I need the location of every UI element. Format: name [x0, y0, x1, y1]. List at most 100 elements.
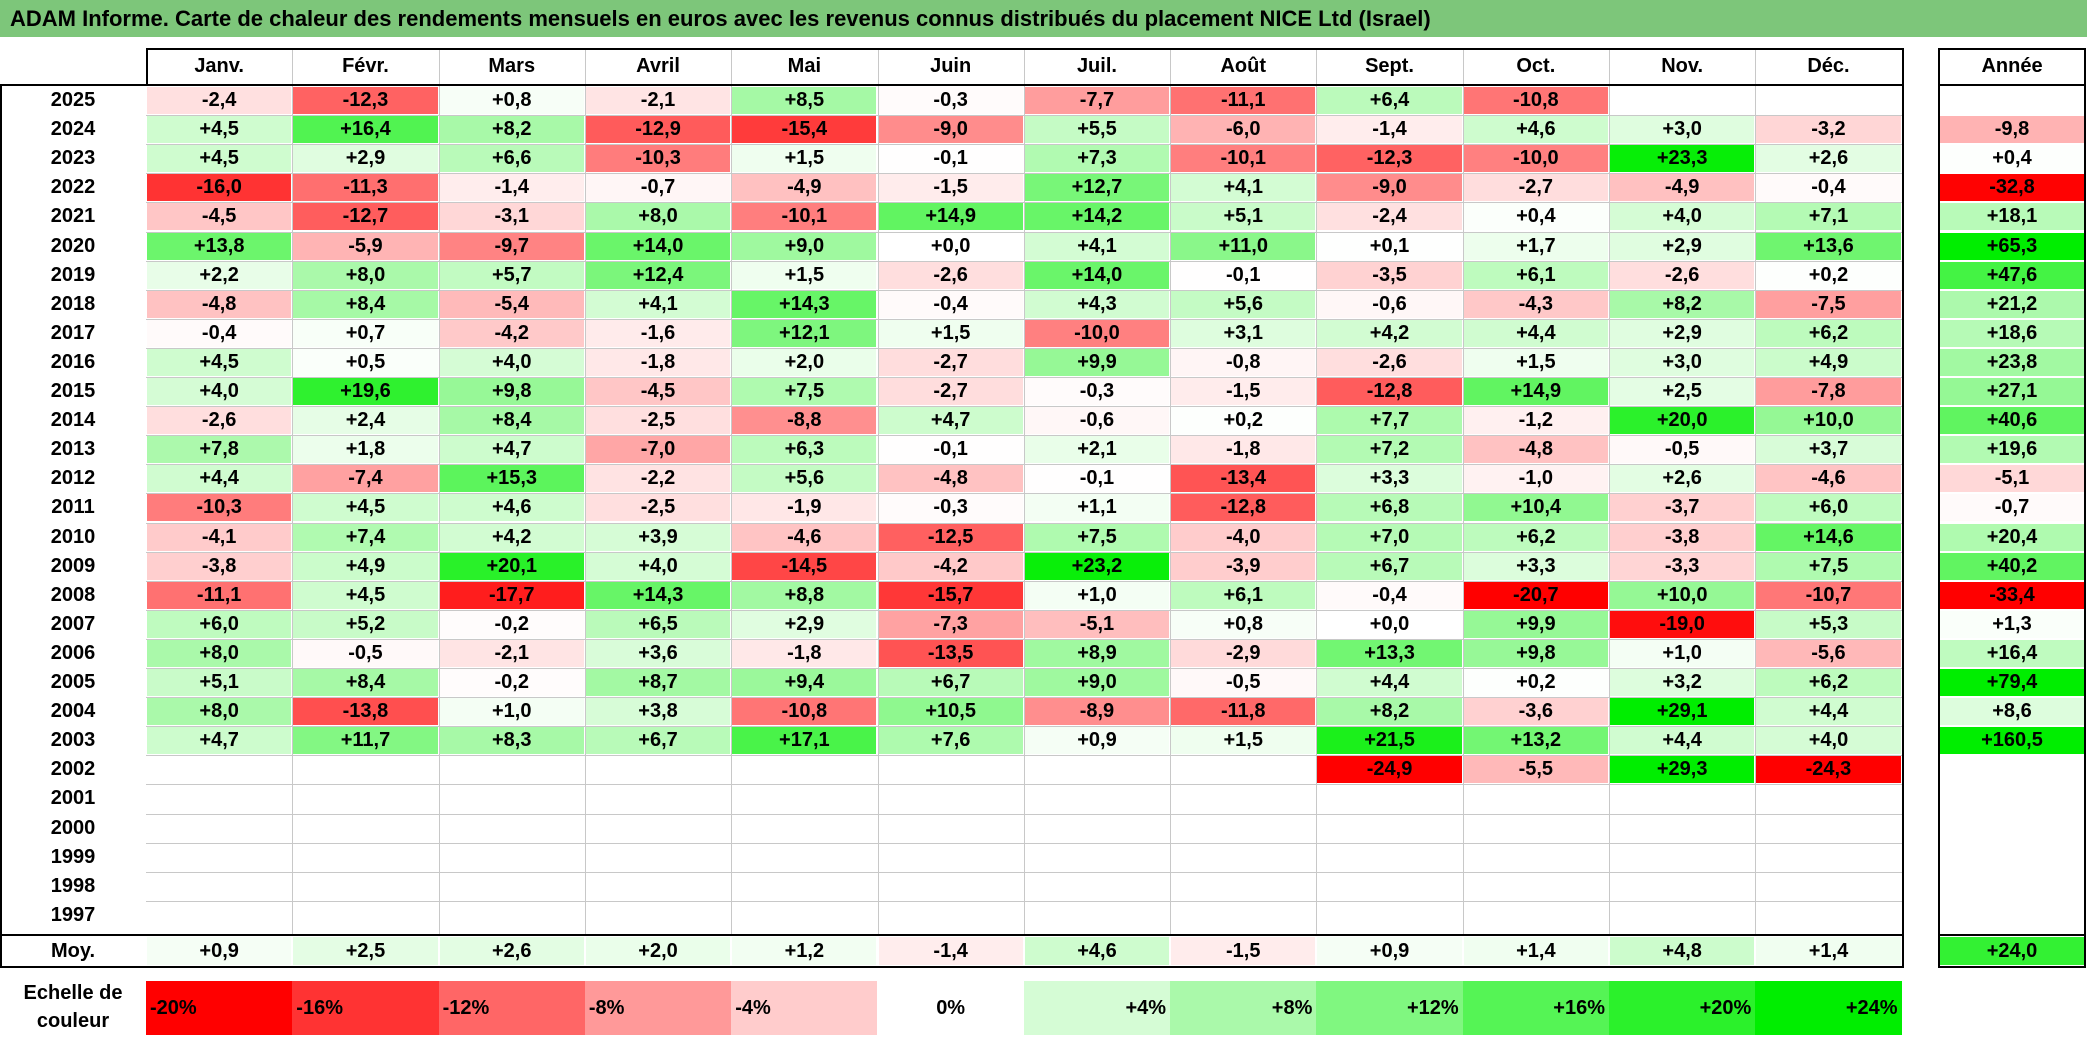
legend-swatch: -12%: [438, 981, 585, 1035]
heatmap-cell: +3,2: [1610, 669, 1755, 697]
heatmap-cell: -2,7: [878, 378, 1023, 406]
heatmap-cell: -7,4: [293, 465, 438, 493]
heatmap-cell: +7,1: [1756, 203, 1901, 231]
year-label: 2008: [50, 583, 96, 606]
annual-cell: -9,8: [1939, 116, 2085, 144]
heatmap-cell: +4,2: [1317, 319, 1462, 347]
heatmap-cell: -0,6: [1024, 407, 1170, 435]
annual-cell: +21,2: [1939, 290, 2085, 318]
heatmap-cell: -4,6: [732, 523, 877, 551]
heatmap-cell: +7,0: [1317, 523, 1462, 551]
average-cell: +1,2: [732, 937, 877, 965]
heatmap-cell: +4,0: [1756, 727, 1901, 755]
heatmap-cell: [293, 872, 438, 900]
heatmap-cell: -12,9: [585, 116, 731, 144]
heatmap-cell: +4,5: [147, 348, 292, 376]
heatmap-cell: +9,9: [1463, 610, 1608, 638]
heatmap-cell: +9,4: [732, 669, 877, 697]
heatmap-cell: -4,2: [439, 319, 584, 347]
year-label: 2006: [50, 641, 96, 664]
annual-cell: +8,6: [1939, 698, 2085, 726]
heatmap-cell: +6,4: [1317, 87, 1462, 115]
heatmap-cell: +4,0: [1610, 203, 1755, 231]
heatmap-cell: +2,9: [732, 610, 877, 638]
annual-cell: [1939, 872, 2085, 900]
heatmap-cell: +4,4: [147, 465, 292, 493]
heatmap-cell: [1610, 785, 1755, 813]
heatmap-cell: -2,4: [147, 87, 292, 115]
heatmap-cell: +2,9: [1610, 319, 1755, 347]
month-header: Mars: [488, 54, 536, 77]
heatmap-cell: -14,5: [732, 552, 877, 580]
heatmap-cell: +4,7: [878, 407, 1023, 435]
month-header: Juil.: [1076, 54, 1117, 77]
heatmap-cell: +21,5: [1317, 727, 1462, 755]
year-column-header: Année: [1981, 54, 2043, 77]
grid-vline: [584, 48, 586, 936]
average-cell: +2,5: [293, 937, 438, 965]
annual-cell: -32,8: [1939, 174, 2085, 202]
heatmap-cell: [293, 785, 438, 813]
heatmap-cell: [147, 843, 292, 871]
month-header: Nov.: [1661, 54, 1704, 77]
heatmap-cell: [1610, 872, 1755, 900]
heatmap-cell: [1171, 814, 1316, 842]
heatmap-cell: [439, 872, 584, 900]
heatmap-cell: -4,0: [1171, 523, 1316, 551]
month-header: Sept.: [1365, 54, 1414, 77]
grid-hline: [146, 609, 1902, 611]
grid-hline: [146, 726, 1902, 728]
grid-hline: [146, 522, 1902, 524]
heatmap-cell: [878, 785, 1023, 813]
heatmap-cell: [439, 785, 584, 813]
grid-hline: [146, 784, 1902, 786]
heatmap-cell: -15,4: [732, 116, 877, 144]
average-annual-cell: +24,0: [1939, 937, 2085, 965]
annual-cell: +16,4: [1939, 639, 2085, 667]
heatmap-cell: +20,0: [1610, 407, 1755, 435]
heatmap-cell: -10,0: [1024, 319, 1170, 347]
heatmap-cell: +3,7: [1756, 436, 1901, 464]
legend-title: Echelle de couleur: [0, 979, 146, 1035]
annual-cell: +18,1: [1939, 203, 2085, 231]
heatmap-cell: -0,3: [878, 87, 1023, 115]
heatmap-cell: -11,1: [1171, 87, 1316, 115]
heatmap-cell: -4,5: [585, 378, 731, 406]
heatmap-cell: -2,6: [1610, 261, 1755, 289]
heatmap-cell: +9,0: [732, 232, 877, 260]
heatmap-cell: -10,8: [1463, 87, 1608, 115]
heatmap-cell: [1610, 901, 1755, 929]
heatmap-cell: +1,0: [1610, 639, 1755, 667]
year-label: 2010: [50, 525, 96, 548]
heatmap-cell: [293, 756, 438, 784]
year-label: 2023: [50, 147, 96, 170]
average-cell: +4,8: [1610, 937, 1755, 965]
heatmap-cell: +6,0: [1756, 494, 1901, 522]
annual-cell: +0,4: [1939, 145, 2085, 173]
year-label: 2007: [50, 612, 96, 635]
heatmap-cell: +9,0: [1024, 669, 1170, 697]
heatmap-cell: +2,4: [293, 407, 438, 435]
heatmap-cell: +3,9: [585, 523, 731, 551]
annual-cell: -33,4: [1939, 581, 2085, 609]
heatmap-cell: +2,9: [293, 145, 438, 173]
legend-swatch: -16%: [292, 981, 439, 1035]
annual-cell: [1939, 756, 2085, 784]
heatmap-cell: +4,9: [1756, 348, 1901, 376]
heatmap-cell: [1463, 785, 1608, 813]
heatmap-cell: [1024, 843, 1170, 871]
heatmap-cell: +1,0: [1024, 581, 1170, 609]
heatmap-cell: -7,0: [585, 436, 731, 464]
heatmap-cell: +2,1: [1024, 436, 1170, 464]
heatmap-cell: -3,1: [439, 203, 584, 231]
heatmap-cell: +8,4: [293, 290, 438, 318]
heatmap-cell: +8,4: [293, 669, 438, 697]
heatmap-cell: -10,8: [732, 698, 877, 726]
month-header: Déc.: [1807, 54, 1850, 77]
heatmap-cell: +13,3: [1317, 639, 1462, 667]
heatmap-cell: [147, 785, 292, 813]
average-cell: -1,4: [878, 937, 1023, 965]
annual-cell: [1939, 785, 2085, 813]
heatmap-cell: -7,8: [1756, 378, 1901, 406]
grid-vline: [877, 48, 879, 936]
